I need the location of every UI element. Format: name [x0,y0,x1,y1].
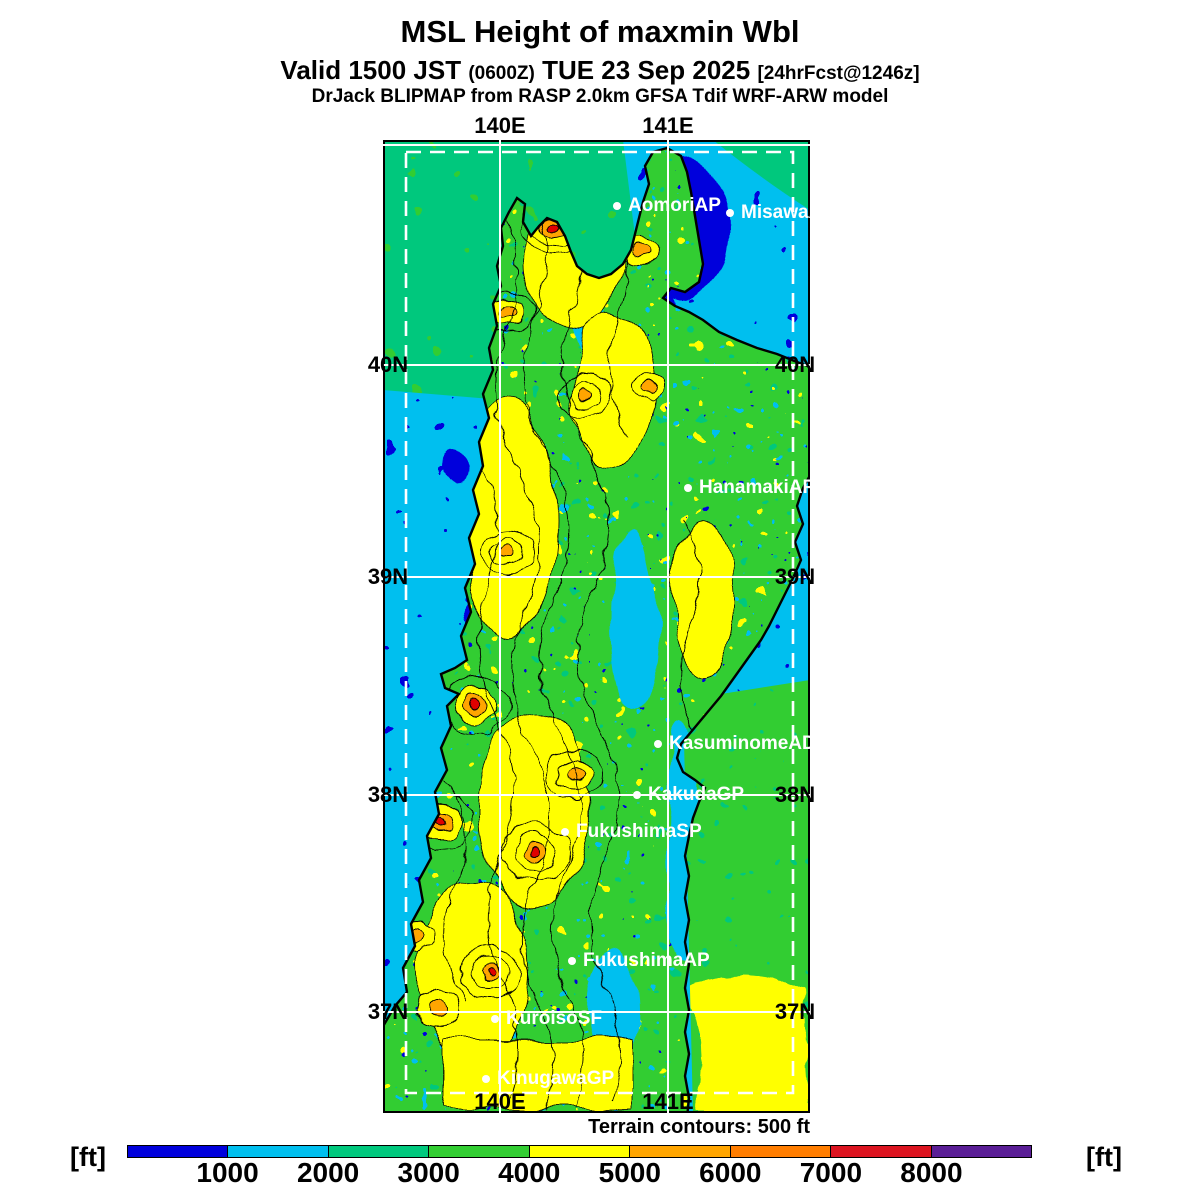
station-KakudaGP: KakudaGP [633,784,744,806]
colorbar-ticks: 1000 2000 3000 4000 5000 6000 7000 8000 [127,1157,1032,1193]
station-dot [568,957,576,965]
lat-label-left: 40N [367,352,409,377]
station-dot [613,202,621,210]
colorbar-segment [528,1146,630,1157]
gridline-141E [667,140,669,1113]
colorbar-tick-label: 8000 [900,1157,963,1188]
station-AomoriAP: AomoriAP [613,195,721,217]
station-dot [491,1015,499,1023]
station-KuroisoSF: KuroisoSF [491,1008,602,1030]
gridline-39N [383,576,810,578]
station-label: KinugawaGP [497,1068,615,1089]
gridline-140E [499,140,501,1113]
colorbar-segment [830,1146,931,1157]
lat-label-left: 39N [367,564,409,589]
colorbar-segment [428,1146,529,1157]
colorbar-tick-label: 4000 [498,1157,561,1188]
colorbar-tick-label: 1000 [196,1157,259,1188]
lon-label-bottom: 141E [642,1089,694,1114]
gridline-40N [383,364,810,366]
station-dot [561,828,569,836]
station-MisawaAD: MisawaAD [726,202,836,224]
map-border [383,140,810,1113]
station-label: MisawaAD [741,202,837,223]
station-label: FukushimaSP [576,821,702,842]
colorbar-segment [227,1146,328,1157]
colorbar-tick-label: 5000 [598,1157,661,1188]
lat-label-right: 39N [774,564,816,589]
station-KasuminomeAD: KasuminomeAD [654,733,816,755]
colorbar-tick-label: 6000 [699,1157,762,1188]
station-dot [684,484,692,492]
valid-time-line: Valid 1500 JST (0600Z) TUE 23 Sep 2025 [… [0,55,1200,86]
station-dot [633,791,641,799]
station-FukushimaSP: FukushimaSP [561,821,702,843]
station-label: AomoriAP [628,195,721,216]
valid-prefix: Valid 1500 JST [280,55,462,85]
station-KinugawaGP: KinugawaGP [482,1068,614,1090]
station-dot [654,740,662,748]
gridline-top [383,144,810,146]
lat-label-right: 37N [774,999,816,1024]
station-label: KuroisoSF [506,1008,603,1029]
terrain-contours-note: Terrain contours: 500 ft [588,1116,810,1138]
lon-label-bottom: 140E [474,1089,526,1114]
terrain-map-svg [383,140,810,1113]
colorbar-unit-left: [ft] [70,1142,106,1172]
colorbar-unit-right: [ft] [1086,1142,1122,1172]
lat-label-right: 38N [774,782,816,807]
lat-label-left: 38N [367,782,409,807]
gridline-38N [383,794,810,796]
valid-zulu: (0600Z) [468,63,535,84]
colorbar-segment [930,1146,1031,1157]
grid-dashed-inset [404,150,795,1095]
page-title: MSL Height of maxmin Wbl [400,14,800,49]
colorbar-segment [128,1146,228,1157]
station-label: HanamakiAP [699,477,816,498]
colorbar-segment [729,1146,831,1157]
colorbar-tick-label: 2000 [296,1157,360,1188]
valid-date: TUE 23 Sep 2025 [542,55,751,85]
station-dot [726,209,734,217]
lat-label-left: 37N [367,999,409,1024]
colorbar-segment [327,1146,429,1157]
colorbar-tick-label: 7000 [799,1157,863,1188]
colorbar [127,1145,1032,1158]
station-FukushimaAP: FukushimaAP [568,950,710,972]
map-area: AomoriAP MisawaAD HanamakiAP KasuminomeAD Ka… [383,140,836,1113]
station-label: KasuminomeAD [669,733,816,754]
gridline-37N [383,1011,810,1013]
contour-lines [442,169,701,1111]
lat-label-right: 40N [774,352,816,377]
lon-label-top: 141E [642,113,694,138]
valid-fcst: [24hrFcst@1246z] [757,63,920,84]
station-dot [482,1075,490,1083]
station-label: KakudaGP [648,784,745,805]
colorbar-tick-label: 3000 [397,1157,460,1188]
model-line: DrJack BLIPMAP from RASP 2.0km GFSA Tdif… [311,86,889,107]
lon-label-top: 140E [474,113,526,138]
station-HanamakiAP: HanamakiAP [684,477,815,499]
station-label: FukushimaAP [583,950,710,971]
colorbar-segment [629,1146,730,1157]
